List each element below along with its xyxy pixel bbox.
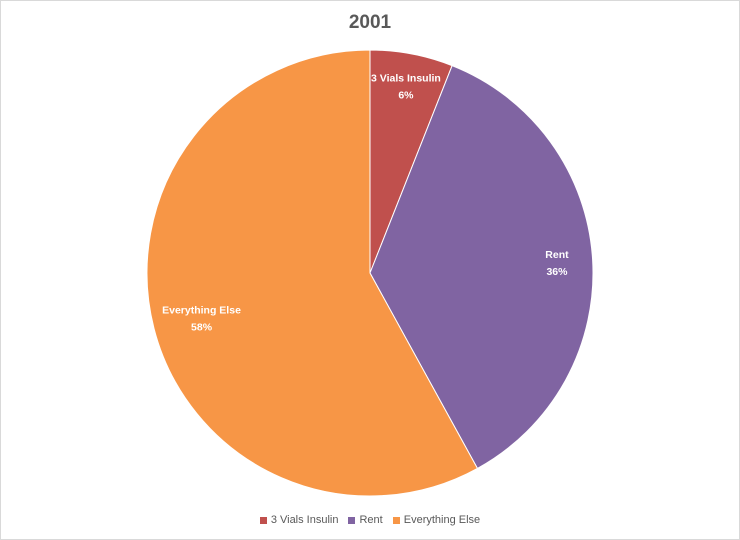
legend-label-everything-else: Everything Else	[403, 514, 481, 526]
slice-value-label-everything-else: 58%	[191, 321, 213, 333]
legend-item-everything-else: Everything Else	[392, 514, 481, 526]
chart-title: 2001	[348, 12, 392, 33]
legend-swatch-everything-else	[392, 516, 400, 524]
legend-item-insulin: 3 Vials Insulin	[259, 514, 339, 526]
pie-slice-everything-else	[146, 49, 479, 497]
legend-label-insulin: 3 Vials Insulin	[270, 514, 339, 526]
slice-value-label-insulin: 6%	[398, 90, 414, 102]
legend-swatch-insulin	[259, 516, 267, 524]
slice-category-label-everything-else: Everything Else	[162, 304, 241, 316]
legend-item-rent: Rent	[348, 514, 383, 526]
slice-category-label-insulin: 3 Vials Insulin	[371, 73, 441, 85]
slice-category-label-rent: Rent	[545, 249, 569, 261]
pie-slice-rent	[369, 65, 594, 470]
slice-value-label-rent: 36%	[546, 266, 568, 278]
legend: 3 Vials Insulin Rent Everything Else	[0, 512, 740, 528]
legend-swatch-rent	[348, 516, 356, 524]
legend-label-rent: Rent	[359, 514, 383, 526]
